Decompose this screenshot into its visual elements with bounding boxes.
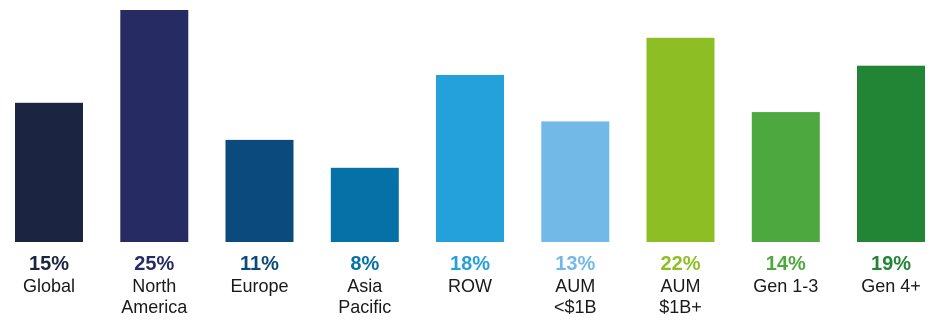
bars-area: [15, 10, 925, 242]
category-label-6: AUM $1B+: [659, 276, 702, 317]
data-label-4: 18%: [449, 253, 491, 275]
category-label-7: Gen 1-3: [753, 276, 819, 296]
bar-1: [120, 10, 189, 242]
bar-label-group-8: 19% Gen 4+: [836, 252, 930, 297]
data-label-3: 8%: [350, 253, 380, 275]
bar-label-group-1: 25% North America: [99, 252, 209, 318]
bar-label-group-0: 15% Global: [0, 252, 104, 297]
category-label-5: AUM <$1B: [554, 276, 597, 317]
bar-6: [646, 37, 715, 242]
bar-label-group-3: 8% Asia Pacific: [310, 252, 420, 318]
bar-7: [751, 112, 820, 242]
category-label-0: Global: [22, 276, 76, 296]
category-label-8: Gen 4+: [861, 276, 921, 296]
data-label-7: 14%: [765, 253, 806, 275]
bar-label-group-4: 18% ROW: [415, 252, 525, 297]
bar-3: [330, 167, 399, 242]
category-label-2: Europe: [230, 276, 289, 296]
data-label-6: 22%: [660, 253, 701, 275]
category-label-3: Asia Pacific: [338, 276, 392, 317]
data-label-5: 13%: [555, 253, 596, 275]
category-label-1: North America: [121, 276, 188, 317]
category-label-4: ROW: [448, 276, 492, 296]
data-label-2: 11%: [240, 253, 279, 275]
data-label-1: 25%: [134, 253, 175, 275]
bar-label-group-2: 11% Europe: [205, 252, 315, 297]
bar-label-group-5: 13% AUM <$1B: [520, 252, 630, 318]
bar-8: [857, 65, 925, 242]
data-label-8: 19%: [870, 253, 912, 275]
bar-4: [436, 75, 504, 242]
bar-label-group-7: 14% Gen 1-3: [731, 252, 841, 297]
data-label-0: 15%: [28, 253, 70, 275]
bar-2: [225, 139, 294, 242]
bar-5: [541, 121, 610, 242]
bar-label-group-6: 22% AUM $1B+: [626, 252, 736, 318]
bar-0: [15, 102, 83, 242]
